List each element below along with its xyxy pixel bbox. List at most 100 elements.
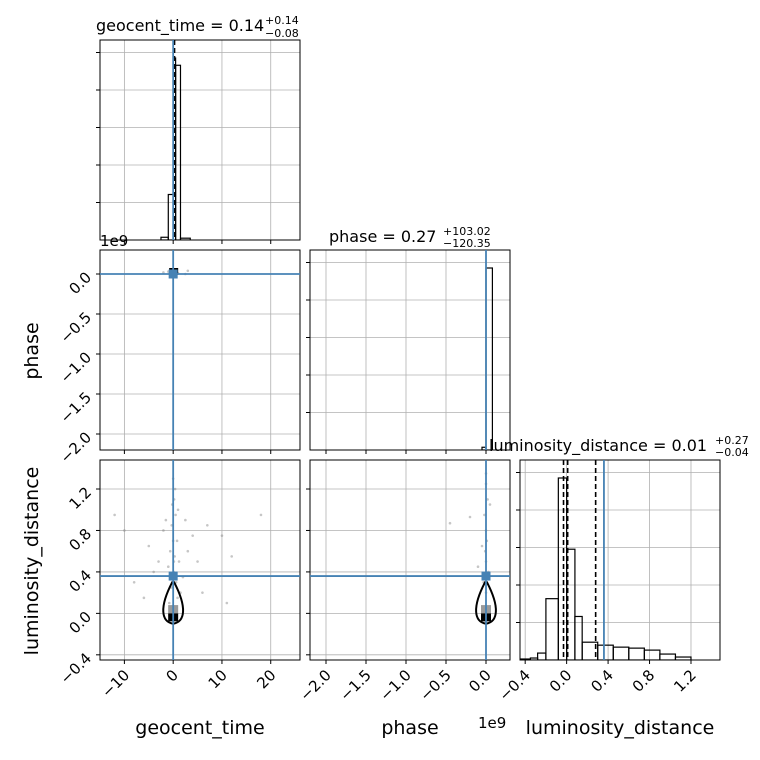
x-tick-label: 1.2	[670, 666, 700, 696]
panel-geocent-time-vs-luminosity-distance	[96, 459, 301, 664]
scatter-point	[162, 271, 165, 274]
axes-frame	[309, 249, 511, 451]
histogram-bar	[529, 657, 539, 660]
axes-frame	[519, 459, 721, 661]
histogram-bar	[545, 598, 559, 660]
title-phase-minus: −120.35	[443, 237, 491, 250]
scatter-layer	[100, 460, 300, 660]
x-tick-label: 0.0	[465, 666, 495, 696]
xlabel-luminosity-distance: luminosity_distance	[526, 717, 715, 739]
histogram-bar	[557, 477, 568, 660]
phase-scale-offset-y: 1e9	[100, 232, 128, 250]
panel-geocent-time-vs-phase	[96, 249, 301, 454]
histogram-bar	[597, 644, 614, 660]
scatter-point	[113, 513, 116, 517]
scatter-point	[123, 529, 126, 532]
title-geocent-time-text: geocent_time =	[96, 16, 229, 36]
histogram-bar	[674, 656, 692, 660]
title-luminosity-distance-minus: −0.04	[715, 446, 749, 459]
phase-scale-offset-x: 1e9	[478, 714, 506, 732]
grid	[100, 460, 300, 660]
truth-marker	[481, 571, 491, 581]
scatter-point	[468, 515, 472, 519]
scatter-point	[483, 513, 486, 517]
truth-marker	[168, 571, 178, 581]
scatter-point	[196, 560, 199, 563]
scatter-point	[184, 518, 187, 522]
title-luminosity-distance: luminosity_distance = 0.01	[489, 436, 707, 456]
ylabel-luminosity-distance: luminosity_distance	[21, 467, 43, 656]
grid	[100, 250, 300, 450]
truth-marker	[168, 269, 178, 279]
grid	[520, 460, 720, 660]
grid	[100, 40, 300, 240]
y-tick-label: −0.5	[57, 308, 95, 346]
scatter-point	[486, 498, 489, 501]
y-tick-label: 1.2	[65, 483, 95, 513]
histogram-bar	[160, 236, 169, 240]
panel-phase-histogram	[306, 249, 511, 454]
y-tick-label: 0.0	[65, 608, 95, 638]
scatter-layer	[100, 250, 300, 450]
axes-frame	[99, 249, 301, 451]
histogram-bars	[520, 460, 692, 660]
histogram-bars	[481, 250, 494, 450]
grid	[310, 250, 510, 450]
scatter-point	[152, 570, 155, 574]
axes-frame	[99, 39, 301, 241]
x-tick-label: 0.8	[629, 666, 659, 696]
histogram-bars	[160, 40, 191, 240]
y-tick-label: −2.0	[57, 428, 95, 466]
scatter-point	[132, 580, 136, 584]
histogram-bar	[520, 658, 531, 660]
panel-luminosity-distance-histogram	[516, 459, 721, 664]
histogram-bar	[643, 649, 661, 660]
scatter-point	[220, 534, 224, 537]
scatter-point	[175, 539, 179, 543]
histogram-bar	[485, 267, 494, 450]
title-luminosity-distance-plus: +0.27	[715, 434, 749, 447]
panel-geocent-time-histogram	[96, 39, 301, 244]
ylabel-phase: phase	[21, 322, 43, 379]
title-geocent-time-minus: −0.08	[265, 27, 299, 40]
histogram-bar	[659, 653, 677, 660]
x-tick-label: 0.4	[587, 666, 617, 696]
scatter-point	[186, 549, 190, 553]
histogram-bar	[179, 237, 191, 240]
y-tick-label: −1.5	[57, 388, 95, 426]
y-tick-label: −1.0	[57, 348, 95, 386]
scatter-point	[174, 513, 177, 517]
scatter-point	[176, 596, 179, 600]
histogram-bar	[566, 548, 576, 660]
y-tick-label: 0.8	[65, 525, 95, 555]
scatter-point	[176, 508, 180, 512]
histogram-bar	[537, 652, 547, 660]
scatter-point	[476, 565, 480, 569]
x-tick-label: −10	[98, 666, 133, 701]
scatter-point	[206, 523, 209, 527]
scatter-layer	[310, 460, 510, 660]
histogram-bar	[175, 64, 182, 240]
x-tick-label: 0	[163, 666, 182, 685]
title-luminosity-distance-value: 0.01	[671, 436, 707, 455]
title-geocent-time-plus: +0.14	[265, 14, 299, 27]
scatter-point	[167, 601, 171, 605]
x-tick-label: −1.0	[376, 666, 414, 704]
scatter-point	[177, 560, 181, 563]
histogram-bar	[612, 646, 630, 660]
scatter-point	[480, 544, 484, 548]
y-tick-label: −0.4	[57, 649, 95, 687]
scatter-point	[488, 503, 492, 506]
title-phase-value: 0.27	[401, 227, 437, 246]
scatter-point	[230, 555, 234, 558]
title-luminosity-distance-text: luminosity_distance =	[489, 436, 671, 456]
xlabel-geocent-time: geocent_time	[135, 717, 264, 739]
x-tick-label: −0.4	[496, 666, 534, 704]
title-phase-text: phase =	[329, 227, 401, 246]
scatter-point	[173, 487, 177, 491]
title-geocent-time-value: 0.14	[229, 16, 265, 35]
y-tick-label: 0.0	[65, 268, 95, 298]
grid	[310, 460, 510, 660]
scatter-point	[191, 534, 194, 537]
panel-phase-vs-luminosity-distance	[306, 459, 511, 664]
